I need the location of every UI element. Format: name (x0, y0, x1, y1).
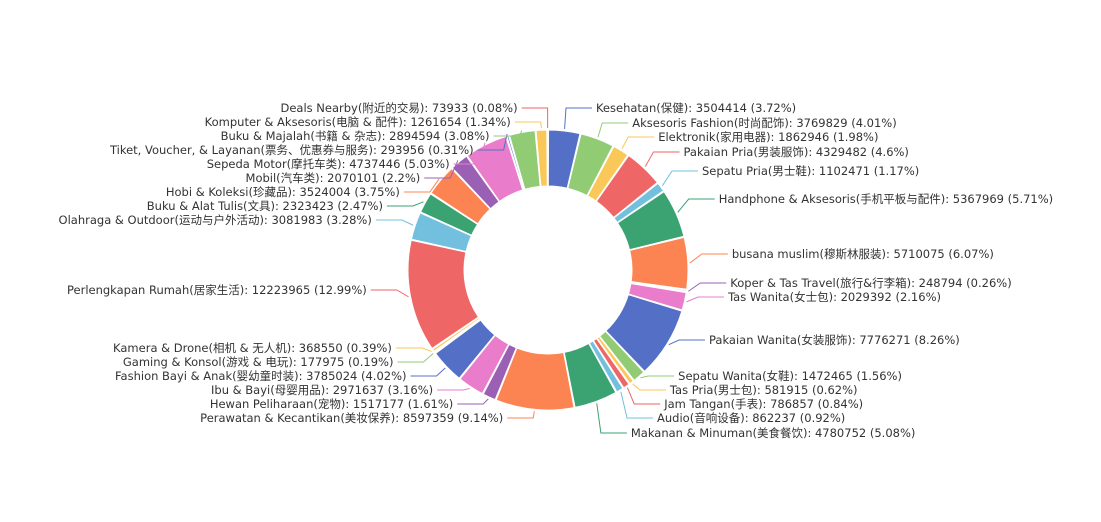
label-line-makanan-minuman (596, 403, 627, 434)
slice-perawatan-kecantikan[interactable] (495, 347, 575, 411)
slice-label-fashion-bayi-anak: Fashion Bayi & Anak(婴幼童时装): 3785024 (4.0… (115, 369, 407, 383)
slice-pakaian-wanita[interactable] (605, 294, 683, 373)
slice-label-kesehatan: Kesehatan(保健): 3504414 (3.72%) (596, 101, 796, 115)
slice-label-hewan-peliharaan: Hewan Peliharaan(宠物): 1517177 (1.61%) (210, 397, 453, 411)
label-line-perlengkapan-rumah (370, 289, 409, 298)
label-line-komputer-aksesoris (514, 121, 542, 129)
slice-kesehatan[interactable] (547, 129, 581, 189)
slice-label-buku-alat-tulis: Buku & Alat Tulis(文具): 2323423 (2.47%) (147, 199, 383, 213)
label-line-pakaian-pria (644, 151, 680, 167)
slice-olahraga-outdoor[interactable] (410, 212, 472, 253)
chart-labels: Kesehatan(保健): 3504414 (3.72%)Aksesoris … (59, 101, 1054, 440)
slice-jam-tangan[interactable] (592, 337, 630, 389)
slice-perlengkapan-rumah[interactable] (407, 239, 480, 350)
slice-koper-tas-travel[interactable] (630, 281, 688, 293)
slice-label-buku-majalah: Buku & Majalah(书籍 & 杂志): 2894594 (3.08%) (221, 129, 490, 143)
label-line-gaming-konsol (397, 353, 434, 363)
slice-sepatu-pria[interactable] (613, 182, 665, 224)
slice-label-aksesoris-fashion: Aksesoris Fashion(时尚配饰): 3769829 (4.01%) (632, 116, 896, 130)
slice-label-jam-tangan: Jam Tangan(手表): 786857 (0.84%) (663, 397, 863, 411)
label-line-koper-tas-travel (688, 282, 727, 292)
slice-label-audio: Audio(音响设备): 862237 (0.92%) (657, 411, 845, 425)
slice-label-hobi-koleksi: Hobi & Koleksi(珍藏品): 3524004 (3.75%) (166, 185, 400, 199)
slice-label-perawatan-kecantikan: Perawatan & Kecantikan(美妆保养): 8597359 (9… (200, 411, 503, 425)
slice-label-tas-pria: Tas Pria(男士包): 581915 (0.62%) (669, 383, 858, 397)
slice-label-koper-tas-travel: Koper & Tas Travel(旅行&行李箱): 248794 (0.26… (730, 276, 1011, 290)
label-line-handphone-aksesoris (677, 198, 715, 213)
label-line-jam-tangan (627, 387, 661, 405)
label-line-sepatu-pria (661, 170, 699, 187)
slice-label-pakaian-wanita: Pakaian Wanita(女装服饰): 7776271 (8.26%) (709, 333, 960, 347)
chart-label-lines (370, 107, 728, 434)
label-line-aksesoris-fashion (597, 122, 629, 138)
slice-label-sepatu-pria: Sepatu Pria(男士鞋): 1102471 (1.17%) (702, 164, 919, 178)
label-line-pakaian-wanita (668, 339, 705, 346)
slice-label-tas-wanita: Tas Wanita(女士包): 2029392 (2.16%) (727, 290, 941, 304)
slice-kamera-drone[interactable] (431, 316, 481, 352)
slice-label-gaming-konsol: Gaming & Konsol(游戏 & 电玩): 177975 (0.19%) (123, 355, 394, 369)
slice-label-perlengkapan-rumah: Perlengkapan Rumah(居家生活): 12223965 (12.9… (67, 283, 367, 297)
label-line-perawatan-kecantikan (507, 411, 535, 419)
slice-label-tiket-voucher-layanan: Tiket, Voucher, & Layanan(票务、优惠券与服务): 29… (109, 143, 474, 157)
slice-aksesoris-fashion[interactable] (567, 133, 614, 197)
slice-label-kamera-drone: Kamera & Drone(相机 & 无人机): 368550 (0.39%) (113, 341, 392, 355)
label-line-tas-pria (632, 383, 666, 391)
slice-label-handphone-aksesoris: Handphone & Aksesoris(手机平板与配件): 5367969 … (719, 192, 1053, 206)
label-line-hobi-koleksi (403, 178, 440, 193)
label-line-tas-wanita (686, 296, 725, 303)
slice-hobi-koleksi[interactable] (430, 167, 491, 225)
slice-busana-muslim[interactable] (629, 236, 689, 290)
slice-gaming-konsol[interactable] (433, 318, 481, 354)
label-line-tiket-voucher-layanan (477, 133, 508, 151)
slice-buku-majalah[interactable] (508, 130, 541, 190)
chart-slices (407, 129, 689, 411)
slice-tas-pria[interactable] (596, 335, 634, 385)
slice-ibu-bayi[interactable] (459, 334, 510, 395)
label-line-olahraga-outdoor (375, 219, 414, 226)
label-line-mobil (424, 160, 459, 179)
label-line-sepatu-wanita (640, 375, 675, 379)
slice-fashion-bayi-anak[interactable] (434, 319, 496, 379)
label-line-fashion-bayi-anak (410, 367, 446, 377)
slice-label-elektronik: Elektronik(家用电器): 1862946 (1.98%) (658, 130, 878, 144)
slice-label-komputer-aksesoris: Komputer & Aksesoris(电脑 & 配件): 1261654 (… (205, 115, 511, 129)
slice-label-pakaian-pria: Pakaian Pria(男装服饰): 4329482 (4.6%) (684, 145, 909, 159)
slice-label-deals-nearby: Deals Nearby(附近的交易): 73933 (0.08%) (280, 101, 517, 115)
slice-label-mobil: Mobil(汽车类): 2070101 (2.2%) (246, 171, 421, 185)
label-line-buku-alat-tulis (386, 201, 424, 207)
label-line-deals-nearby (521, 107, 549, 129)
label-line-kesehatan (564, 107, 592, 130)
label-line-hewan-peliharaan (457, 398, 489, 405)
slice-sepatu-wanita[interactable] (599, 330, 645, 382)
slice-sepeda-motor[interactable] (466, 135, 524, 203)
slice-label-olahraga-outdoor: Olahraga & Outdoor(运动与户外活动): 3081983 (3.… (59, 213, 372, 227)
slice-hewan-peliharaan[interactable] (482, 343, 517, 401)
slice-tas-wanita[interactable] (627, 283, 687, 311)
slice-label-busana-muslim: busana muslim(穆斯林服装): 5710075 (6.07%) (732, 247, 994, 261)
label-line-buku-majalah (493, 130, 523, 137)
slice-audio[interactable] (588, 340, 624, 393)
slice-label-sepeda-motor: Sepeda Motor(摩托车类): 4737446 (5.03%) (207, 157, 450, 171)
slice-buku-alat-tulis[interactable] (419, 193, 479, 236)
slice-label-makanan-minuman: Makanan & Minuman(美食餐饮): 4780752 (5.08%) (631, 426, 916, 440)
slice-label-ibu-bayi: Ibu & Bayi(母婴用品): 2971637 (3.16%) (211, 383, 433, 397)
label-line-kamera-drone (395, 347, 432, 352)
slice-makanan-minuman[interactable] (563, 342, 617, 408)
label-line-elektronik (621, 136, 655, 150)
slice-label-sepatu-wanita: Sepatu Wanita(女鞋): 1472465 (1.56%) (678, 369, 902, 383)
label-line-audio (620, 391, 654, 419)
label-line-busana-muslim (689, 253, 728, 264)
label-line-ibu-bayi (437, 387, 470, 391)
slice-handphone-aksesoris[interactable] (616, 190, 685, 251)
slice-elektronik[interactable] (586, 145, 629, 202)
slice-pakaian-pria[interactable] (595, 154, 658, 219)
